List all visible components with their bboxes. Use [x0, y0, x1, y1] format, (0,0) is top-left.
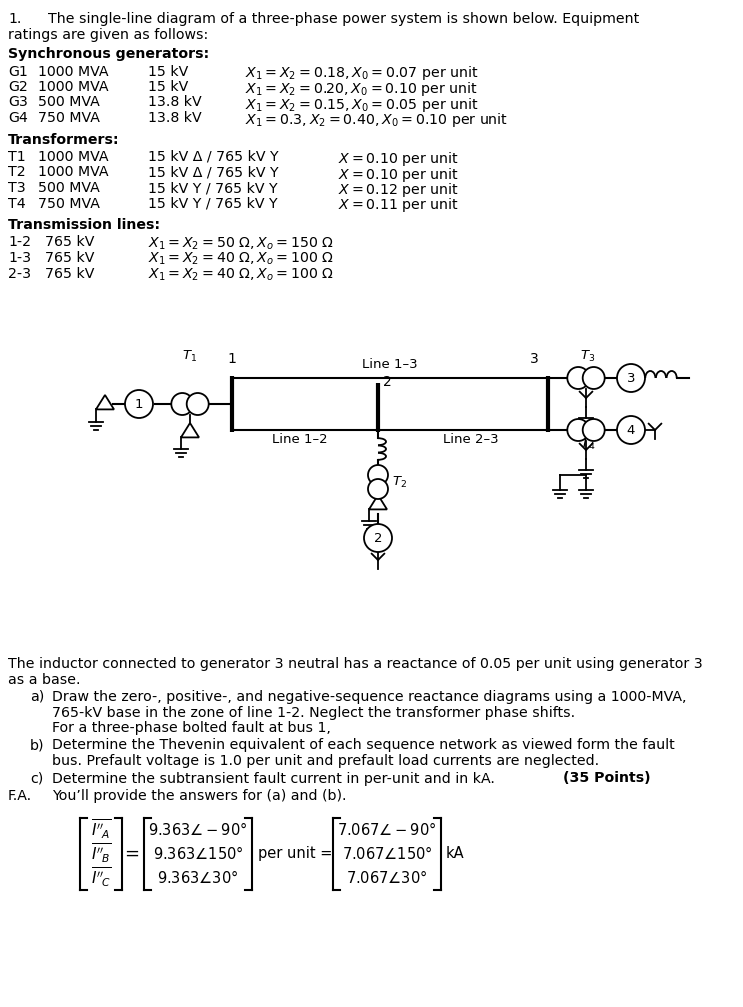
- Text: $X_1 = X_2 = 50\ \Omega, X_o = 150\ \Omega$: $X_1 = X_2 = 50\ \Omega, X_o = 150\ \Ome…: [148, 236, 334, 252]
- Text: 13.8 kV: 13.8 kV: [148, 111, 201, 125]
- Text: $X_1 = X_2 = 0.15, X_0 = 0.05$ per unit: $X_1 = X_2 = 0.15, X_0 = 0.05$ per unit: [245, 96, 478, 114]
- Text: $\overline{I''_{\!A}}$: $\overline{I''_{\!A}}$: [91, 818, 111, 841]
- Text: $X_1 = X_2 = 0.20, X_0 = 0.10$ per unit: $X_1 = X_2 = 0.20, X_0 = 0.10$ per unit: [245, 80, 478, 98]
- Text: 750 MVA: 750 MVA: [38, 196, 100, 210]
- Text: 2: 2: [383, 375, 392, 389]
- Text: 765 kV: 765 kV: [45, 236, 94, 250]
- Text: $X = 0.12$ per unit: $X = 0.12$ per unit: [338, 181, 458, 199]
- Text: Line 1–2: Line 1–2: [272, 433, 328, 446]
- Circle shape: [617, 364, 645, 392]
- Text: 500 MVA: 500 MVA: [38, 181, 100, 195]
- Circle shape: [568, 419, 589, 441]
- Circle shape: [172, 393, 193, 415]
- Text: The single-line diagram of a three-phase power system is shown below. Equipment: The single-line diagram of a three-phase…: [48, 12, 639, 26]
- Text: 1000 MVA: 1000 MVA: [38, 165, 108, 179]
- Text: $T_1$: $T_1$: [183, 349, 198, 365]
- Text: 15 kV: 15 kV: [148, 80, 188, 94]
- Text: 1: 1: [134, 398, 143, 411]
- Text: 1-3: 1-3: [8, 251, 31, 265]
- Text: G3: G3: [8, 96, 28, 110]
- Text: $9.363\angle30°$: $9.363\angle30°$: [158, 869, 239, 886]
- Text: $X_1 = X_2 = 0.18, X_0 = 0.07$ per unit: $X_1 = X_2 = 0.18, X_0 = 0.07$ per unit: [245, 64, 478, 83]
- Text: $7.067\angle30°$: $7.067\angle30°$: [346, 869, 428, 886]
- Text: 500 MVA: 500 MVA: [38, 96, 100, 110]
- Text: Line 2–3: Line 2–3: [443, 433, 499, 446]
- Text: 1000 MVA: 1000 MVA: [38, 150, 108, 164]
- Text: 13.8 kV: 13.8 kV: [148, 96, 201, 110]
- Text: $T_3$: $T_3$: [580, 349, 596, 365]
- Circle shape: [364, 524, 392, 552]
- Circle shape: [568, 367, 589, 389]
- Text: $X = 0.11$ per unit: $X = 0.11$ per unit: [338, 196, 458, 214]
- Text: 15 kV Y / 765 kV Y: 15 kV Y / 765 kV Y: [148, 181, 278, 195]
- Text: 15 kV Y / 765 kV Y: 15 kV Y / 765 kV Y: [148, 196, 278, 210]
- Text: $T_4$: $T_4$: [580, 437, 596, 452]
- Text: 15 kV Δ / 765 kV Y: 15 kV Δ / 765 kV Y: [148, 150, 279, 164]
- Text: $7.067\angle-90°$: $7.067\angle-90°$: [337, 821, 437, 838]
- Text: Draw the zero-, positive-, and negative-sequence reactance diagrams using a 1000: Draw the zero-, positive-, and negative-…: [52, 690, 687, 704]
- Text: Transformers:: Transformers:: [8, 133, 120, 146]
- Text: $X = 0.10$ per unit: $X = 0.10$ per unit: [338, 165, 458, 183]
- Text: 1.: 1.: [8, 12, 22, 26]
- Text: 750 MVA: 750 MVA: [38, 111, 100, 125]
- Text: 1: 1: [227, 352, 236, 366]
- Text: per unit =: per unit =: [258, 846, 332, 861]
- Text: T3: T3: [8, 181, 26, 195]
- Text: Transmission lines:: Transmission lines:: [8, 218, 160, 232]
- Text: You’ll provide the answers for (a) and (b).: You’ll provide the answers for (a) and (…: [52, 789, 346, 803]
- Text: ratings are given as follows:: ratings are given as follows:: [8, 27, 208, 41]
- Text: $X_1 = 0.3, X_2 = 0.40, X_0 = 0.10$ per unit: $X_1 = 0.3, X_2 = 0.40, X_0 = 0.10$ per …: [245, 111, 508, 129]
- Circle shape: [617, 416, 645, 444]
- Text: c): c): [30, 771, 43, 785]
- Text: 15 kV Δ / 765 kV Y: 15 kV Δ / 765 kV Y: [148, 165, 279, 179]
- Text: bus. Prefault voltage is 1.0 per unit and prefault load currents are neglected.: bus. Prefault voltage is 1.0 per unit an…: [52, 754, 599, 768]
- Circle shape: [368, 465, 388, 485]
- Text: $9.363\angle150°$: $9.363\angle150°$: [152, 845, 244, 862]
- Text: 2: 2: [374, 532, 382, 545]
- Text: $X_1 = X_2 = 40\ \Omega, X_o = 100\ \Omega$: $X_1 = X_2 = 40\ \Omega, X_o = 100\ \Ome…: [148, 251, 334, 268]
- Circle shape: [125, 390, 153, 418]
- Text: =: =: [125, 845, 140, 863]
- Text: 765 kV: 765 kV: [45, 267, 94, 281]
- Circle shape: [583, 419, 605, 441]
- Text: as a base.: as a base.: [8, 673, 80, 687]
- Text: 1000 MVA: 1000 MVA: [38, 80, 108, 94]
- Text: 15 kV: 15 kV: [148, 64, 188, 79]
- Text: $X = 0.10$ per unit: $X = 0.10$ per unit: [338, 150, 458, 168]
- Text: Determine the subtransient fault current in per-unit and in kA.: Determine the subtransient fault current…: [52, 771, 495, 785]
- Text: Synchronous generators:: Synchronous generators:: [8, 47, 210, 61]
- Text: a): a): [30, 690, 45, 704]
- Text: 4: 4: [627, 424, 635, 436]
- Text: T1: T1: [8, 150, 25, 164]
- Text: F.A.: F.A.: [8, 789, 32, 803]
- Circle shape: [583, 367, 605, 389]
- Text: b): b): [30, 738, 45, 752]
- Text: 765 kV: 765 kV: [45, 251, 94, 265]
- Text: T4: T4: [8, 196, 26, 210]
- Text: 765-kV base in the zone of line 1-2. Neglect the transformer phase shifts.: 765-kV base in the zone of line 1-2. Neg…: [52, 706, 575, 719]
- Text: (35 Points): (35 Points): [563, 771, 651, 785]
- Text: $X_1 = X_2 = 40\ \Omega, X_o = 100\ \Omega$: $X_1 = X_2 = 40\ \Omega, X_o = 100\ \Ome…: [148, 267, 334, 283]
- Circle shape: [186, 393, 209, 415]
- Text: T2: T2: [8, 165, 25, 179]
- Text: G2: G2: [8, 80, 27, 94]
- Text: $T_2$: $T_2$: [392, 474, 407, 489]
- Text: For a three-phase bolted fault at bus 1,: For a three-phase bolted fault at bus 1,: [52, 721, 331, 735]
- Text: kA: kA: [446, 846, 464, 861]
- Text: $9.363\angle-90°$: $9.363\angle-90°$: [149, 821, 247, 838]
- Text: $\overline{I''_{\!C}}$: $\overline{I''_{\!C}}$: [91, 866, 111, 889]
- Text: 2-3: 2-3: [8, 267, 31, 281]
- Text: 3: 3: [530, 352, 539, 366]
- Circle shape: [368, 479, 388, 499]
- Text: Line 1–3: Line 1–3: [362, 358, 418, 371]
- Text: $\overline{I''_{\!B}}$: $\overline{I''_{\!B}}$: [91, 842, 111, 865]
- Text: The inductor connected to generator 3 neutral has a reactance of 0.05 per unit u: The inductor connected to generator 3 ne…: [8, 657, 703, 671]
- Text: 3: 3: [627, 372, 635, 385]
- Text: Determine the Thevenin equivalent of each sequence network as viewed form the fa: Determine the Thevenin equivalent of eac…: [52, 738, 675, 752]
- Text: G1: G1: [8, 64, 27, 79]
- Text: 1-2: 1-2: [8, 236, 31, 250]
- Text: G4: G4: [8, 111, 28, 125]
- Text: $7.067\angle150°$: $7.067\angle150°$: [342, 845, 432, 862]
- Text: 1000 MVA: 1000 MVA: [38, 64, 108, 79]
